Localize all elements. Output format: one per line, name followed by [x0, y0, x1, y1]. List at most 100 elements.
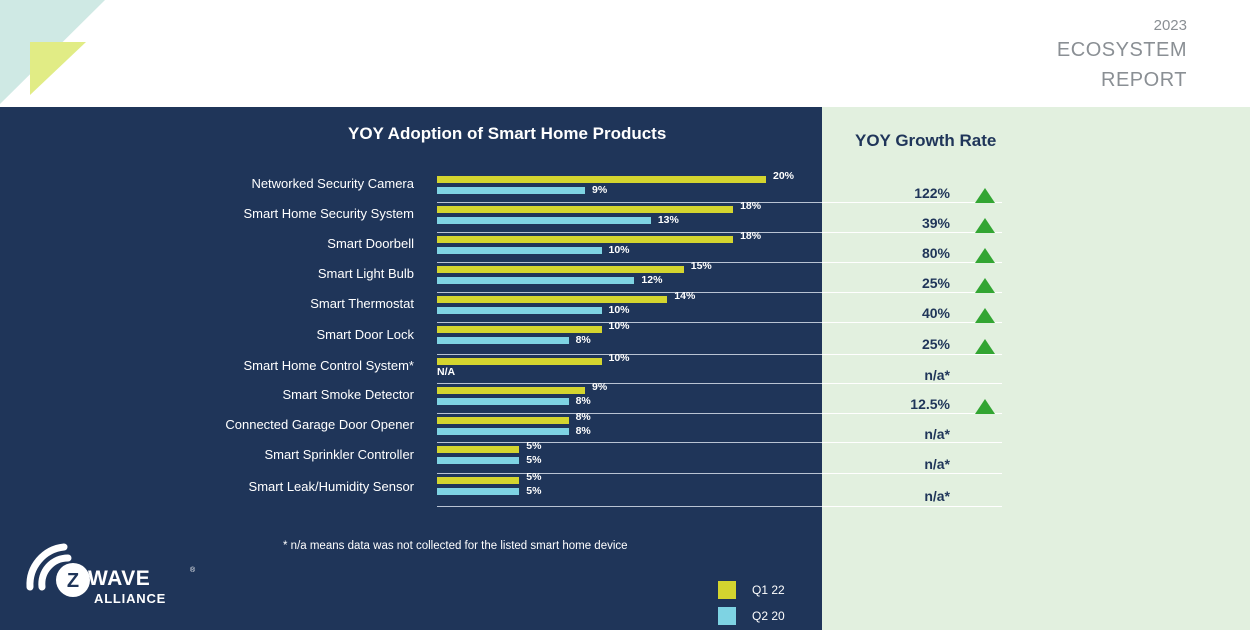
- legend-label-q1: Q1 22: [752, 583, 785, 597]
- up-arrow-icon: [975, 278, 995, 293]
- up-arrow-icon: [975, 218, 995, 233]
- growth-separator: [822, 473, 1002, 474]
- growth-value-smart-home-control-system: n/a*: [924, 366, 950, 383]
- growth-value-smart-sprinkler-controller: n/a*: [924, 455, 950, 472]
- bar-q1-smart-thermostat: [437, 296, 668, 303]
- category-label-networked-security-camera: Networked Security Camera: [251, 176, 414, 191]
- row-separator: [437, 292, 822, 293]
- value-label-q1-smart-leak-humidity-sensor: 5%: [526, 471, 542, 483]
- value-label-q2-smart-door-lock: 8%: [575, 334, 591, 346]
- value-label-q2-smart-home-security-system: 13%: [657, 214, 679, 226]
- growth-value-smart-doorbell: 80%: [921, 245, 950, 261]
- chart-panel: [0, 107, 822, 630]
- value-label-q2-smart-sprinkler-controller: 5%: [526, 454, 542, 466]
- row-separator: [437, 383, 822, 384]
- bar-q2-smart-leak-humidity-sensor: [437, 488, 520, 495]
- category-label-smart-home-security-system: Smart Home Security System: [243, 206, 415, 221]
- growth-separator: [822, 322, 1002, 323]
- growth-separator: [822, 262, 1002, 263]
- row-separator: [437, 413, 822, 414]
- value-label-q1-smart-sprinkler-controller: 5%: [526, 440, 542, 452]
- bar-q1-smart-smoke-detector: [437, 387, 586, 394]
- up-arrow-icon: [975, 339, 995, 354]
- logo-badge: [56, 563, 90, 597]
- wave-arc-outer: [26, 543, 68, 591]
- row-separator: [437, 354, 822, 355]
- up-arrow-icon: [975, 399, 995, 414]
- up-arrow-icon: [975, 188, 995, 203]
- logo-letter: Z: [67, 570, 79, 592]
- row-separator: [437, 473, 822, 474]
- value-label-q1-smart-smoke-detector: 9%: [592, 381, 608, 393]
- bar-q2-smart-light-bulb: [437, 277, 635, 284]
- bar-q2-smart-door-lock: [437, 337, 569, 344]
- growth-panel: [822, 107, 1250, 630]
- value-label-q2-smart-home-control-system: N/A: [437, 366, 456, 378]
- growth-separator: [822, 383, 1002, 384]
- growth-separator: [822, 202, 1002, 203]
- growth-separator: [822, 506, 1002, 507]
- bar-q1-networked-security-camera: [437, 176, 766, 183]
- bar-q1-smart-light-bulb: [437, 266, 684, 273]
- value-label-q2-connected-garage-door-opener: 8%: [575, 425, 591, 437]
- value-label-q2-smart-doorbell: 10%: [608, 244, 630, 256]
- value-label-q2-smart-leak-humidity-sensor: 5%: [526, 485, 542, 497]
- growth-value-smart-light-bulb: 25%: [921, 275, 950, 291]
- category-label-smart-leak-humidity-sensor: Smart Leak/Humidity Sensor: [248, 478, 414, 494]
- row-separator: [437, 442, 822, 443]
- bar-q1-connected-garage-door-opener: [437, 417, 569, 424]
- growth-value-smart-leak-humidity-sensor: n/a*: [924, 487, 950, 504]
- growth-separator: [822, 292, 1002, 293]
- row-separator: [437, 506, 822, 507]
- corner-decoration: [0, 0, 105, 104]
- growth-value-smart-home-security-system: 39%: [921, 215, 950, 231]
- category-label-smart-doorbell: Smart Doorbell: [327, 236, 414, 251]
- report-year: 2023: [1153, 17, 1187, 34]
- value-label-q1-networked-security-camera: 20%: [773, 170, 795, 182]
- category-label-smart-home-control-system: Smart Home Control System*: [243, 357, 415, 373]
- legend-item-q1: Q1 22: [718, 581, 785, 599]
- growth-value-connected-garage-door-opener: n/a*: [924, 425, 950, 442]
- bar-q2-networked-security-camera: [437, 187, 586, 194]
- logo-subtext: ALLIANCE: [94, 591, 167, 606]
- legend-swatch-q2: [718, 607, 736, 625]
- growth-value-smart-thermostat: 40%: [921, 305, 950, 321]
- up-arrow-icon: [975, 308, 995, 323]
- value-label-q1-smart-door-lock: 10%: [608, 320, 630, 332]
- bar-q1-smart-sprinkler-controller: [437, 446, 520, 453]
- report-title-line1: ECOSYSTEM: [1056, 39, 1187, 61]
- bar-q2-connected-garage-door-opener: [437, 428, 569, 435]
- row-separator: [437, 262, 822, 263]
- growth-value-networked-security-camera: 122%: [914, 185, 950, 201]
- bar-q2-smart-doorbell: [437, 247, 602, 254]
- legend-label-q2: Q2 20: [752, 609, 785, 623]
- category-label-smart-light-bulb: Smart Light Bulb: [317, 266, 414, 281]
- logo-text: WAVE: [88, 567, 151, 590]
- growth-value-smart-smoke-detector: 12.5%: [910, 396, 950, 412]
- row-separator: [437, 232, 822, 233]
- row-separator: [437, 202, 822, 203]
- report-title-line2: REPORT: [1101, 69, 1187, 91]
- value-label-q1-smart-light-bulb: 15%: [690, 260, 712, 272]
- bar-q2-smart-smoke-detector: [437, 398, 569, 405]
- category-label-smart-door-lock: Smart Door Lock: [316, 327, 414, 342]
- legend-item-q2: Q2 20: [718, 607, 785, 625]
- logo-trademark: ®: [190, 566, 196, 574]
- bar-q1-smart-door-lock: [437, 326, 602, 333]
- growth-value-smart-door-lock: 25%: [921, 336, 950, 352]
- value-label-q2-networked-security-camera: 9%: [592, 184, 608, 196]
- growth-title: YOY Growth Rate: [855, 131, 997, 150]
- value-label-q2-smart-thermostat: 10%: [608, 304, 630, 316]
- bar-q1-smart-leak-humidity-sensor: [437, 477, 520, 484]
- wave-arc-inner: [38, 554, 72, 591]
- category-label-connected-garage-door-opener: Connected Garage Door Opener: [225, 416, 414, 432]
- legend-swatch-q1: [718, 581, 736, 599]
- value-label-q1-smart-home-control-system: 10%: [608, 352, 630, 364]
- up-arrow-icon: [975, 248, 995, 263]
- bar-q2-smart-sprinkler-controller: [437, 457, 520, 464]
- bar-q1-smart-doorbell: [437, 236, 734, 243]
- growth-separator: [822, 442, 1002, 443]
- footnote: * n/a means data was not collected for t…: [283, 540, 628, 552]
- category-label-smart-thermostat: Smart Thermostat: [310, 296, 414, 311]
- row-separator: [437, 322, 822, 323]
